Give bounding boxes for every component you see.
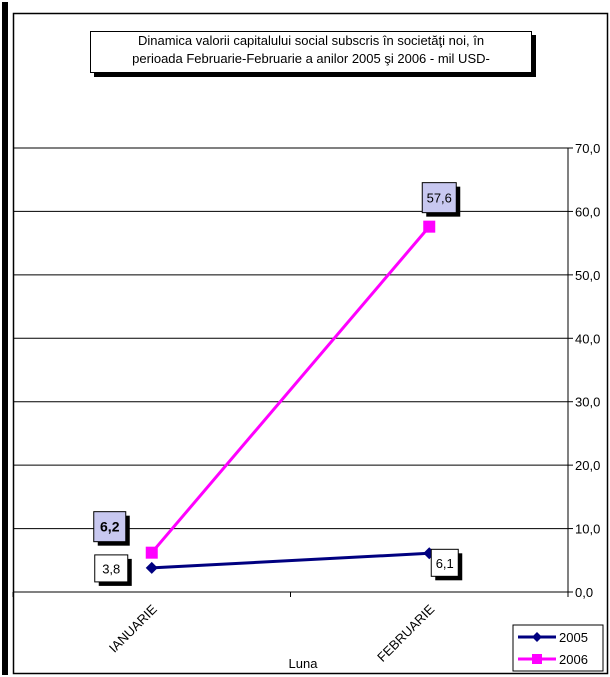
y-tick-label-4: 40,0 [575, 331, 600, 346]
data-label-2006-1: 57,6 [427, 191, 452, 206]
point-2006-0 [145, 546, 158, 559]
data-label-2006-0-box [93, 511, 127, 543]
y-tick-label-2: 20,0 [575, 458, 600, 473]
series-line-2006 [150, 225, 431, 554]
legend [512, 624, 604, 672]
y-tick-label-6: 60,0 [575, 204, 600, 219]
chart-title: Dinamica valorii capitalului social subs… [90, 31, 532, 73]
data-label-2005-0-box [94, 554, 129, 583]
data-label-2006-0: 6,2 [100, 519, 120, 535]
x-axis-label: Luna [289, 656, 319, 671]
chart-border [12, 12, 609, 675]
data-label-2006-1-box [421, 182, 457, 214]
chart-title-line-1: Dinamica valorii capitalului social subs… [137, 33, 485, 48]
y-tick-label-3: 30,0 [575, 395, 600, 410]
chart-title-line-2: perioada Februarie-Februarie a anilor 20… [132, 51, 490, 66]
legend-marker-2006 [532, 654, 542, 664]
point-2005-0 [145, 561, 158, 574]
left-border [2, 2, 8, 675]
y-tick-label-7: 70,0 [575, 141, 600, 156]
y-tick-label-1: 10,0 [575, 522, 600, 537]
legend-label-2005: 2005 [559, 630, 588, 645]
y-tick-label-0: 0,0 [575, 585, 593, 600]
data-label-2005-1: 6,1 [436, 556, 454, 571]
x-tick-label-februarie: FEBRUARIE [374, 601, 437, 664]
data-label-2005-0: 3,8 [102, 561, 120, 576]
y-tick-label-5: 50,0 [575, 268, 600, 283]
data-label-2005-1-box [430, 548, 459, 577]
legend-marker-2005 [532, 632, 542, 642]
series-line-2005 [151, 551, 430, 570]
legend-label-2006: 2006 [559, 652, 588, 667]
point-2006-1 [423, 220, 436, 233]
x-tick-label-ianuarie: IANUARIE [106, 601, 160, 655]
